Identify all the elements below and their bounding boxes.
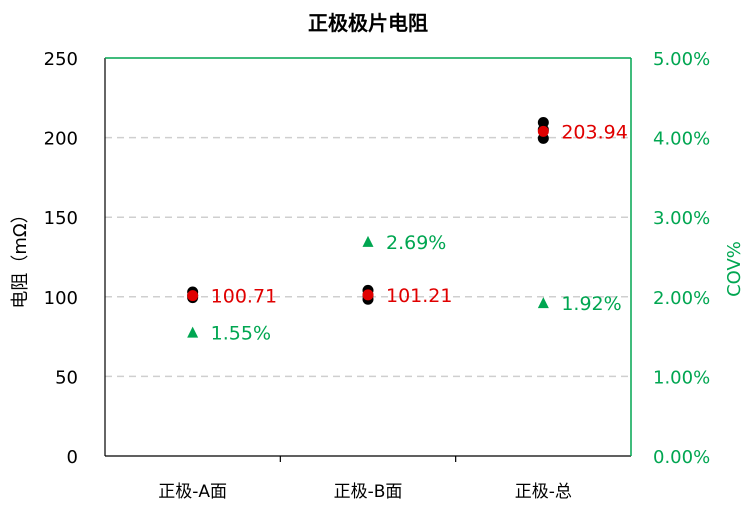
y-tick-label-left: 0 xyxy=(67,447,78,468)
cov-triangle-marker xyxy=(187,326,199,338)
y-axis-title-left: 电阻（mΩ） xyxy=(10,205,31,308)
y-tick-label-right: 5.00% xyxy=(653,49,710,70)
mean-point xyxy=(537,125,549,137)
y-tick-label-left: 200 xyxy=(44,129,78,150)
x-category-label: 正极-B面 xyxy=(334,482,403,502)
x-category-label: 正极-A面 xyxy=(158,482,227,502)
y-axis-title-right: COV% xyxy=(724,241,745,297)
mean-point xyxy=(362,289,374,301)
y-tick-label-right: 4.00% xyxy=(653,129,710,150)
mean-data-label: 203.94 xyxy=(561,121,627,143)
cov-data-label: 1.92% xyxy=(561,293,621,315)
cov-data-label: 1.55% xyxy=(211,323,271,345)
y-tick-label-left: 150 xyxy=(44,208,78,229)
cov-data-label: 2.69% xyxy=(386,232,446,254)
y-tick-label-left: 50 xyxy=(55,367,78,388)
y-tick-label-right: 0.00% xyxy=(653,447,710,468)
chart-title: 正极极片电阻 xyxy=(308,11,428,35)
y-tick-label-left: 250 xyxy=(44,49,78,70)
x-category-label: 正极-总 xyxy=(515,482,572,502)
y-tick-label-right: 2.00% xyxy=(653,288,710,309)
mean-point xyxy=(187,290,199,302)
cov-triangle-marker xyxy=(362,235,374,247)
y-tick-label-left: 100 xyxy=(44,288,78,309)
mean-data-label: 101.21 xyxy=(386,285,452,307)
cov-triangle-marker xyxy=(537,297,549,309)
y-tick-label-right: 1.00% xyxy=(653,367,710,388)
mean-data-label: 100.71 xyxy=(211,286,277,308)
y-tick-label-right: 3.00% xyxy=(653,208,710,229)
